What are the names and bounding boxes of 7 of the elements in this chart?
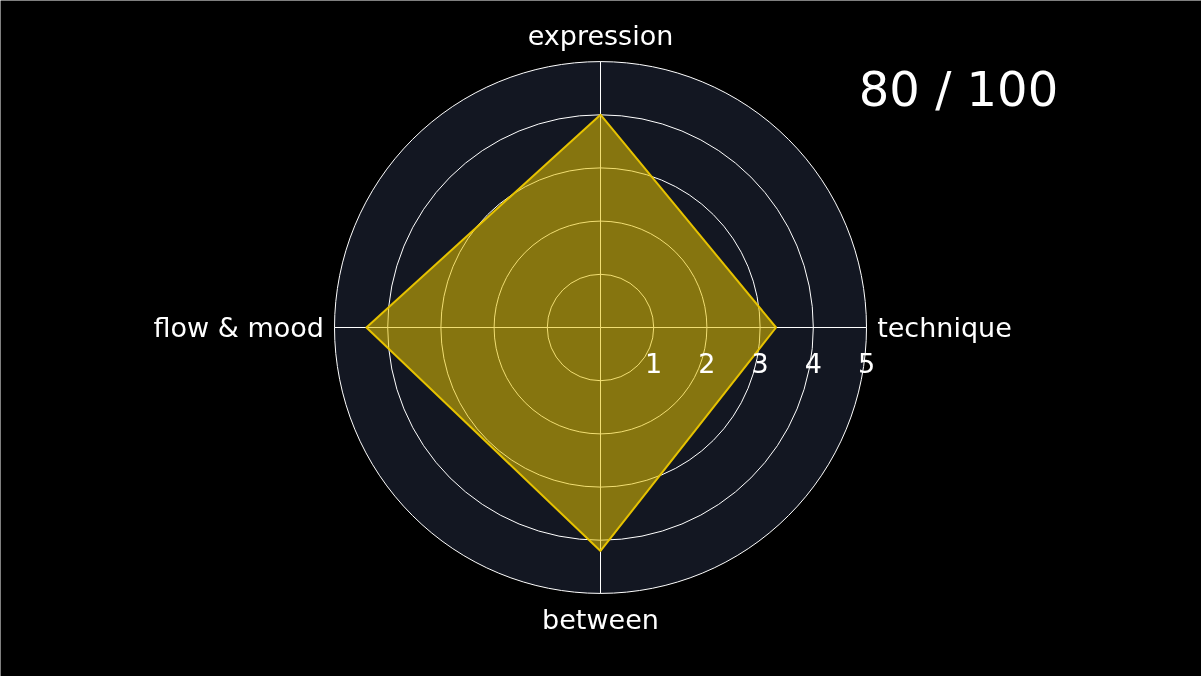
y-tick-label: 2 — [698, 347, 716, 379]
spoke-label: expression — [527, 19, 674, 51]
spoke-label: between — [542, 604, 659, 636]
spoke-label: technique — [877, 312, 1012, 343]
spoke-label: flow & mood — [153, 312, 324, 343]
text: 80 / 100 — [858, 60, 1059, 117]
y-tick-label: 1 — [645, 347, 663, 379]
